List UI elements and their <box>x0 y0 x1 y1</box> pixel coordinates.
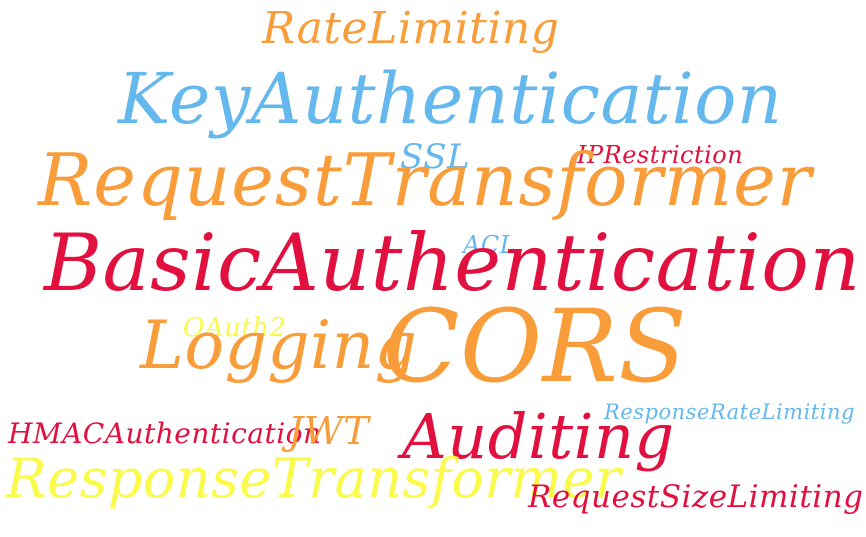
word-basic-authentication: BasicAuthentication <box>44 217 861 309</box>
word-rate-limiting: RateLimiting <box>262 3 560 54</box>
word-hmac-authentication: HMACAuthentication <box>8 417 322 450</box>
word-ip-restriction: IPRestriction <box>577 141 744 169</box>
word-ssl: SSL <box>400 137 471 177</box>
word-oauth2: OAuth2 <box>183 313 287 343</box>
word-request-transformer: RequestTransformer <box>38 138 813 222</box>
word-logging: Logging <box>140 307 418 384</box>
word-key-authentication: KeyAuthentication <box>118 58 783 140</box>
word-auditing: Auditing <box>402 400 675 473</box>
word-request-size-limiting: RequestSizeLimiting <box>528 479 864 515</box>
word-acl: ACL <box>463 231 517 259</box>
word-cors: CORS <box>383 288 688 405</box>
word-jwt: JWT <box>288 409 370 453</box>
word-response-rate-limiting: ResponseRateLimiting <box>604 400 855 424</box>
word-response-transformer: ResponseTransformer <box>6 447 622 510</box>
